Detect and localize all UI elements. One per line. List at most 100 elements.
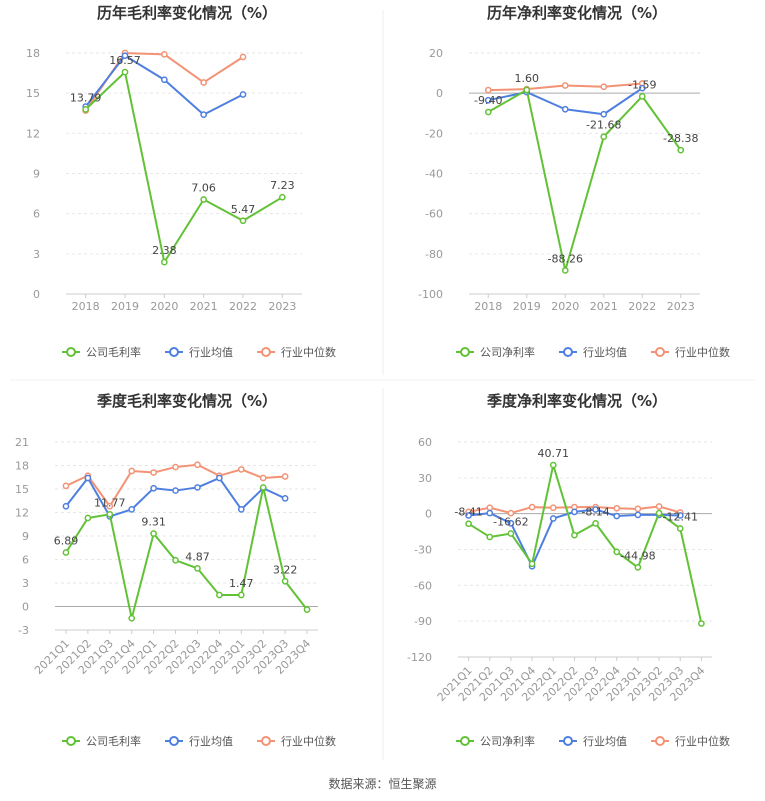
legend-item-company: 公司毛利率 bbox=[62, 345, 141, 359]
y-tick-label: 21 bbox=[15, 436, 29, 449]
data-point-company bbox=[571, 531, 578, 539]
data-label: 11.77 bbox=[94, 496, 126, 509]
chart-title: 历年毛利率变化情况（%） bbox=[97, 4, 277, 22]
chart-title: 季度毛利率变化情况（%） bbox=[97, 392, 277, 410]
data-label: 40.71 bbox=[538, 447, 570, 460]
data-point-company bbox=[278, 193, 286, 201]
data-point-company bbox=[634, 564, 642, 571]
data-label: 5.47 bbox=[231, 203, 256, 216]
data-label: 3.22 bbox=[273, 563, 298, 576]
data-point-avg bbox=[239, 91, 247, 98]
x-tick-label: 2020 bbox=[551, 300, 579, 313]
y-tick-label: -30 bbox=[414, 544, 432, 557]
data-point-avg bbox=[160, 76, 168, 84]
data-label: 4.87 bbox=[185, 550, 210, 563]
data-point-company bbox=[528, 560, 536, 568]
data-point-company bbox=[600, 133, 608, 141]
legend-label: 公司毛利率 bbox=[86, 345, 141, 359]
legend-label: 行业中位数 bbox=[675, 345, 730, 359]
y-tick-label: 15 bbox=[15, 483, 29, 496]
legend-item-median: 行业中位数 bbox=[651, 734, 730, 748]
x-tick-label: 2020 bbox=[150, 300, 178, 313]
data-point-company bbox=[677, 146, 685, 154]
legend-item-avg: 行业均值 bbox=[165, 735, 233, 748]
y-tick-label: 6 bbox=[22, 554, 29, 567]
legend-label: 行业中位数 bbox=[281, 734, 336, 748]
chart-panel-3: 季度毛利率变化情况（%）-30369121518212021Q12021Q220… bbox=[15, 392, 336, 748]
data-point-median bbox=[237, 466, 245, 473]
data-point-avg bbox=[484, 96, 492, 104]
data-label: 16.57 bbox=[109, 54, 141, 67]
data-point-company bbox=[82, 106, 90, 113]
data-label: -21.68 bbox=[586, 119, 621, 132]
y-tick-label: 12 bbox=[15, 507, 29, 520]
data-label: 2.38 bbox=[152, 244, 177, 257]
data-point-median bbox=[484, 86, 492, 94]
data-point-company bbox=[200, 196, 208, 203]
data-point-company bbox=[150, 530, 157, 537]
data-point-company bbox=[592, 520, 599, 527]
data-point-company bbox=[128, 614, 136, 622]
data-point-company bbox=[484, 108, 492, 116]
chart-title: 历年净利率变化情况（%） bbox=[487, 4, 667, 22]
data-point-company bbox=[84, 514, 92, 522]
y-tick-label: -40 bbox=[425, 168, 443, 181]
data-point-median bbox=[150, 469, 157, 476]
data-point-median bbox=[486, 504, 494, 512]
data-point-avg bbox=[613, 512, 621, 520]
y-tick-label: -60 bbox=[414, 579, 432, 592]
data-point-company bbox=[698, 620, 705, 627]
y-tick-label: 15 bbox=[26, 87, 40, 100]
chart-panel-1: 历年毛利率变化情况（%） 0 3 6 9 12 15 18 2018 2019 2020 2021 20… bbox=[26, 4, 336, 359]
data-point-company bbox=[561, 267, 569, 274]
legend-item-company: 公司净利率 bbox=[456, 345, 535, 359]
data-point-avg bbox=[486, 509, 494, 517]
legend-label: 行业均值 bbox=[189, 346, 233, 359]
data-point-avg bbox=[200, 111, 208, 118]
data-label: -44.98 bbox=[620, 549, 655, 562]
data-point-company bbox=[239, 217, 247, 225]
y-tick-label: 0 bbox=[425, 508, 432, 521]
legend-label: 公司净利率 bbox=[480, 734, 535, 748]
y-tick-label: 6 bbox=[33, 208, 40, 221]
legend-swatch-marker bbox=[169, 347, 179, 357]
data-point-avg bbox=[549, 515, 557, 522]
data-label: -12.41 bbox=[663, 510, 698, 523]
data-point-median bbox=[106, 502, 114, 510]
y-tick-label: 0 bbox=[436, 87, 443, 100]
legend-item-median: 行业中位数 bbox=[651, 345, 730, 359]
legend-label: 行业均值 bbox=[583, 346, 627, 359]
x-tick-label: 2018 bbox=[474, 300, 502, 313]
data-point-avg bbox=[150, 484, 157, 492]
data-point-avg bbox=[571, 508, 578, 516]
legend-item-company: 公司毛利率 bbox=[62, 734, 141, 748]
data-point-avg bbox=[281, 495, 289, 502]
data-point-company bbox=[172, 556, 179, 564]
data-point-avg bbox=[237, 506, 245, 513]
data-label: -88.26 bbox=[548, 252, 583, 265]
data-label: -1.59 bbox=[628, 78, 656, 91]
source-note: 数据来源：恒生聚源 bbox=[328, 777, 437, 791]
data-label: -28.38 bbox=[663, 132, 698, 145]
data-point-avg bbox=[592, 506, 599, 513]
data-point-company bbox=[259, 484, 267, 491]
data-point-avg bbox=[216, 474, 223, 482]
data-point-company bbox=[194, 565, 201, 572]
data-point-median bbox=[528, 503, 536, 511]
data-label: 7.23 bbox=[270, 179, 295, 192]
y-tick-label: 20 bbox=[429, 47, 443, 60]
data-point-median bbox=[549, 504, 557, 512]
legend-label: 行业中位数 bbox=[675, 734, 730, 748]
data-point-avg bbox=[676, 512, 684, 519]
data-point-company bbox=[303, 606, 311, 613]
data-label: 9.31 bbox=[141, 516, 166, 529]
data-point-median bbox=[507, 509, 515, 517]
x-tick-label: 2019 bbox=[513, 300, 541, 313]
x-tick-label: 2023 bbox=[667, 300, 695, 313]
chart-panel-2: 历年净利率变化情况（%） -100 -80 -60 -40 -20 0 20 2018 2019 2… bbox=[418, 4, 730, 359]
chart-title: 季度净利率变化情况（%） bbox=[487, 392, 667, 410]
data-point-avg bbox=[128, 506, 136, 513]
y-tick-label: -120 bbox=[407, 651, 432, 664]
series-line-company bbox=[65, 486, 308, 620]
